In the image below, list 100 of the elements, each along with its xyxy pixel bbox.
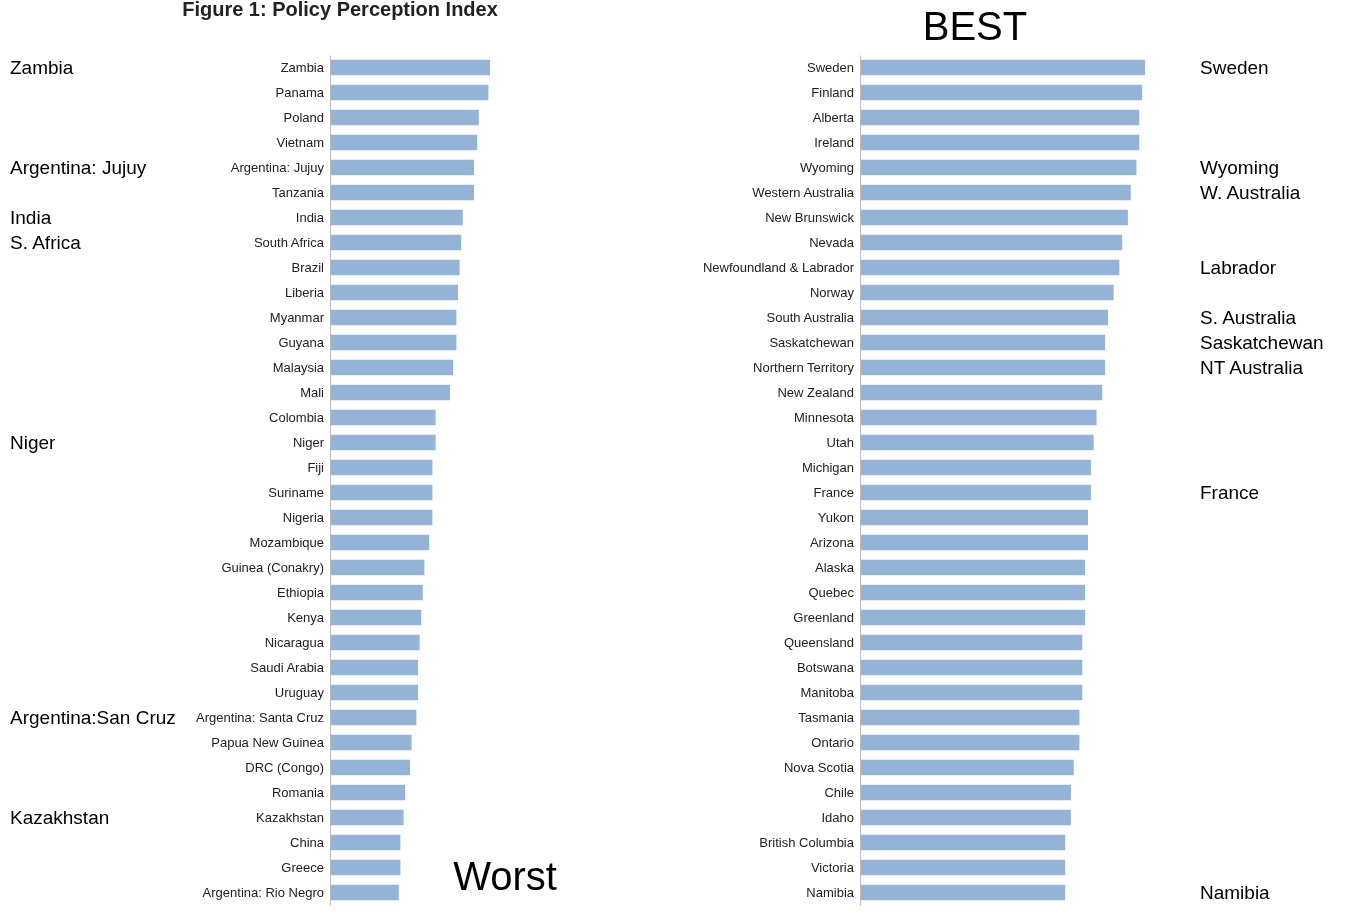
y-tick-label: Manitoba (800, 684, 855, 700)
text: Namibia (1200, 882, 1271, 904)
y-tick-label: DRC (Congo) (245, 759, 324, 775)
bar (330, 359, 454, 376)
y-tick-label: Western Australia (752, 184, 855, 200)
y-tick-label: Alaska (814, 559, 855, 575)
y-tick-label: Vietnam (276, 134, 324, 150)
y-tick-label: Namibia (806, 884, 855, 900)
bar (330, 234, 462, 251)
bar (860, 384, 1103, 401)
y-tick-label: Panama (275, 84, 325, 100)
y-tick-label: Ethiopia (277, 584, 325, 600)
y-tick-label: Wyoming (799, 159, 854, 175)
y-tick-label: Suriname (268, 484, 324, 500)
bar (860, 584, 1086, 601)
bar (860, 284, 1114, 301)
text: BEST (922, 4, 1028, 48)
y-tick-label: Arizona (809, 534, 855, 550)
y-tick-label: Nevada (809, 234, 855, 250)
y-tick-label: Nicaragua (264, 634, 325, 650)
y-tick-label: Ireland (814, 134, 854, 150)
y-tick-label: Uruguay (274, 684, 325, 700)
bar (860, 234, 1123, 251)
y-tick-label: France (813, 484, 854, 500)
bar (860, 834, 1066, 851)
y-tick-label: British Columbia (759, 834, 855, 850)
y-tick-label: Tanzania (271, 184, 325, 200)
text: NT Australia (1200, 357, 1304, 379)
bar (330, 284, 458, 301)
bar (330, 59, 490, 76)
y-tick-label: Norway (809, 284, 855, 300)
bar (860, 884, 1066, 901)
y-tick-label: Nova Scotia (783, 759, 855, 775)
bar (860, 709, 1080, 726)
bar (330, 584, 423, 601)
y-tick-label: Papua New Guinea (211, 734, 325, 750)
bar (330, 84, 489, 101)
bar (330, 809, 404, 826)
y-tick-label: Chile (824, 784, 854, 800)
bar (330, 209, 463, 226)
bar (860, 509, 1088, 526)
bar (330, 309, 457, 326)
y-tick-label: Niger (292, 434, 325, 450)
bar (330, 759, 410, 776)
y-tick-label: Saskatchewan (769, 334, 854, 350)
bar (860, 459, 1091, 476)
bar (330, 609, 422, 626)
y-tick-label: Newfoundland & Labrador (702, 259, 855, 275)
y-tick-label: Northern Territory (753, 359, 855, 375)
y-tick-label: China (290, 834, 325, 850)
y-tick-label: Idaho (821, 809, 854, 825)
y-tick-label: Tasmania (798, 709, 855, 725)
text: France (1200, 482, 1260, 504)
annotation: Worst (453, 854, 557, 898)
bar (330, 834, 401, 851)
y-tick-label: Brazil (291, 259, 325, 275)
bar (860, 184, 1131, 201)
y-tick-label: Mali (300, 384, 325, 400)
text: Zambia (10, 57, 74, 79)
y-tick-label: Malaysia (272, 359, 325, 375)
bar (330, 334, 457, 351)
bar (860, 409, 1097, 426)
bar (860, 109, 1140, 126)
bar (860, 359, 1106, 376)
text: Argentina:San Cruz (10, 707, 176, 729)
bar (860, 759, 1074, 776)
bar (330, 459, 433, 476)
y-tick-label: Saudi Arabia (250, 659, 325, 675)
y-tick-label: New Zealand (777, 384, 854, 400)
bar (330, 134, 478, 151)
bar (860, 484, 1091, 501)
bar (330, 409, 436, 426)
bar (860, 334, 1106, 351)
y-tick-label: South Africa (253, 234, 325, 250)
bar (860, 309, 1108, 326)
y-tick-label: Botswana (796, 659, 855, 675)
bar (330, 784, 406, 801)
bar (860, 159, 1137, 176)
y-tick-label: Alberta (812, 109, 855, 125)
bar (330, 709, 417, 726)
bar (860, 534, 1088, 551)
y-tick-label: Greenland (793, 609, 854, 625)
text: S. Australia (1200, 307, 1297, 329)
bar (330, 509, 433, 526)
text: Wyoming (1200, 157, 1280, 179)
y-tick-label: Queensland (783, 634, 854, 650)
text: Argentina: Jujuy (10, 157, 147, 179)
y-tick-label: Fiji (307, 459, 325, 475)
bar (860, 809, 1071, 826)
bar (860, 684, 1083, 701)
bar (860, 859, 1066, 876)
text: India (10, 207, 52, 229)
text: S. Africa (10, 232, 82, 254)
y-tick-label: South Australia (766, 309, 855, 325)
y-tick-label: Myanmar (269, 309, 325, 325)
text: Niger (10, 432, 57, 454)
bar (330, 559, 425, 576)
bar (330, 109, 479, 126)
bar (330, 159, 474, 176)
bar (330, 734, 412, 751)
